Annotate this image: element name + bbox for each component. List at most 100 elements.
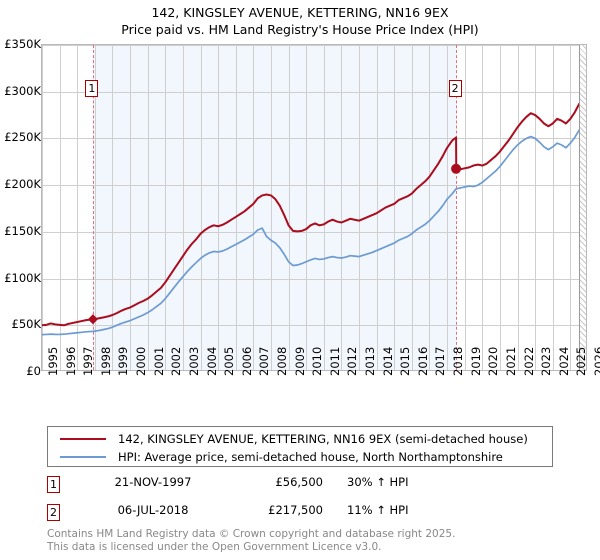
y-axis-tick-label: £50K bbox=[11, 317, 42, 332]
gridline-horizontal bbox=[42, 91, 586, 93]
transaction-point-marker bbox=[87, 314, 98, 325]
x-axis-tick-label: 2010 bbox=[310, 346, 325, 376]
x-axis-tick-label: 2022 bbox=[521, 346, 536, 376]
legend-item-hpi: HPI: Average price, semi-detached house,… bbox=[48, 448, 552, 466]
licence-footer: Contains HM Land Registry data © Crown c… bbox=[47, 528, 587, 553]
gridline-vertical bbox=[376, 45, 378, 370]
x-axis-tick-label: 2019 bbox=[468, 346, 483, 376]
x-axis-tick-label: 2023 bbox=[539, 346, 554, 376]
gridline-vertical bbox=[59, 45, 61, 370]
gridline-vertical bbox=[552, 45, 554, 370]
price-paid-line bbox=[42, 102, 581, 327]
y-axis-tick-label: £250K bbox=[4, 130, 41, 145]
gridline-vertical bbox=[218, 45, 220, 370]
page-subtitle: Price paid vs. HM Land Registry's House … bbox=[121, 22, 479, 37]
gridline-horizontal bbox=[42, 45, 586, 46]
gridline-vertical bbox=[429, 45, 431, 370]
x-axis-tick-label: 2001 bbox=[151, 346, 166, 376]
gridline-horizontal bbox=[42, 278, 586, 280]
gridline-vertical bbox=[288, 45, 290, 370]
gridline-vertical bbox=[447, 45, 449, 370]
gridline-vertical bbox=[482, 45, 484, 370]
y-axis-tick-label: £100K bbox=[4, 270, 41, 285]
x-axis-tick-label: 1995 bbox=[46, 346, 60, 376]
gridline-vertical bbox=[77, 45, 79, 370]
chart-plot-area bbox=[41, 44, 587, 371]
x-axis-tick-label: 2026 bbox=[592, 346, 600, 376]
gridline-vertical bbox=[130, 45, 132, 370]
legend-label-hpi: HPI: Average price, semi-detached house,… bbox=[118, 450, 503, 464]
x-axis-tick-label: 2020 bbox=[486, 346, 501, 376]
chart-event-badge: 2 bbox=[448, 80, 462, 97]
table-row: 2 06-JUL-2018 £217,500 11% ↑ HPI bbox=[47, 503, 553, 525]
x-axis-tick-label: 2017 bbox=[433, 346, 448, 376]
transaction-price: £56,500 bbox=[275, 475, 323, 489]
x-axis-tick-label: 1998 bbox=[98, 346, 113, 376]
gridline-vertical bbox=[535, 45, 537, 370]
transaction-date: 21-NOV-1997 bbox=[114, 475, 192, 489]
x-axis-tick-label: 1996 bbox=[63, 346, 78, 376]
gridline-vertical bbox=[112, 45, 114, 370]
x-axis-tick-label: 2021 bbox=[503, 346, 518, 376]
x-axis-tick-label: 2013 bbox=[363, 346, 378, 376]
chart-title-block: 142, KINGSLEY AVENUE, KETTERING, NN16 9E… bbox=[0, 0, 600, 38]
y-axis-tick-label: £150K bbox=[4, 223, 41, 238]
y-axis-tick-label: £300K bbox=[4, 83, 41, 98]
x-axis-tick-label: 2011 bbox=[327, 346, 342, 376]
page-title: 142, KINGSLEY AVENUE, KETTERING, NN16 9E… bbox=[151, 5, 449, 20]
chart-event-badge: 1 bbox=[85, 80, 99, 97]
y-axis-tick-label: £200K bbox=[4, 177, 41, 192]
footer-line-1: Contains HM Land Registry data © Crown c… bbox=[47, 528, 456, 540]
gridline-vertical bbox=[42, 45, 43, 370]
x-axis-tick-label: 2014 bbox=[380, 346, 395, 376]
row-number-badge: 2 bbox=[47, 504, 60, 521]
x-axis-tick-label: 2007 bbox=[257, 346, 272, 376]
x-axis-tick-label: 2003 bbox=[186, 346, 201, 376]
x-axis-tick-label: 2004 bbox=[204, 346, 219, 376]
table-row: 1 21-NOV-1997 £56,500 30% ↑ HPI bbox=[47, 475, 553, 497]
legend-item-price-paid: 142, KINGSLEY AVENUE, KETTERING, NN16 9E… bbox=[48, 430, 552, 448]
legend-label-price-paid: 142, KINGSLEY AVENUE, KETTERING, NN16 9E… bbox=[118, 432, 528, 446]
gridline-vertical bbox=[165, 45, 167, 370]
x-axis-tick-label: 1999 bbox=[116, 346, 131, 376]
gridline-vertical bbox=[253, 45, 255, 370]
transaction-hpi-delta: 30% ↑ HPI bbox=[347, 475, 409, 489]
transaction-date: 06-JUL-2018 bbox=[117, 503, 189, 517]
x-axis-tick-label: 2024 bbox=[556, 346, 571, 376]
gridline-horizontal bbox=[42, 231, 586, 233]
x-axis-tick-label: 2015 bbox=[398, 346, 413, 376]
x-axis-tick-label: 2008 bbox=[274, 346, 289, 376]
hpi-average-line bbox=[42, 129, 581, 336]
transaction-hpi-delta: 11% ↑ HPI bbox=[347, 503, 409, 517]
gridline-vertical bbox=[411, 45, 413, 370]
transaction-price: £217,500 bbox=[268, 503, 323, 517]
gridline-vertical bbox=[394, 45, 396, 370]
x-axis-tick-label: 1997 bbox=[81, 346, 96, 376]
gridline-horizontal bbox=[42, 325, 586, 327]
gridline-vertical bbox=[517, 45, 519, 370]
x-axis-tick-label: 2025 bbox=[574, 346, 589, 376]
gridline-vertical bbox=[200, 45, 202, 370]
gridline-vertical bbox=[464, 45, 466, 370]
gridline-vertical bbox=[499, 45, 501, 370]
chart-legend: 142, KINGSLEY AVENUE, KETTERING, NN16 9E… bbox=[47, 426, 553, 467]
event-marker-line bbox=[92, 45, 94, 370]
chart-series-layer bbox=[42, 102, 581, 336]
gridline-vertical bbox=[323, 45, 325, 370]
legend-swatch-hpi bbox=[60, 456, 106, 458]
transaction-point-marker bbox=[451, 163, 462, 174]
x-axis-tick-label: 2016 bbox=[415, 346, 430, 376]
x-axis-tick-label: 2002 bbox=[169, 346, 184, 376]
gridline-vertical bbox=[306, 45, 308, 370]
y-axis-tick-label: £350K bbox=[4, 37, 41, 51]
gridline-vertical bbox=[570, 45, 572, 370]
legend-swatch-price-paid bbox=[60, 438, 106, 440]
gridline-vertical bbox=[270, 45, 272, 370]
x-axis-tick-label: 2006 bbox=[239, 346, 254, 376]
gridline-vertical bbox=[182, 45, 184, 370]
no-data-hatched-region bbox=[579, 45, 586, 370]
gridline-vertical bbox=[341, 45, 343, 370]
x-axis-tick-label: 2000 bbox=[134, 346, 149, 376]
x-axis-tick-label: 2018 bbox=[451, 346, 466, 376]
